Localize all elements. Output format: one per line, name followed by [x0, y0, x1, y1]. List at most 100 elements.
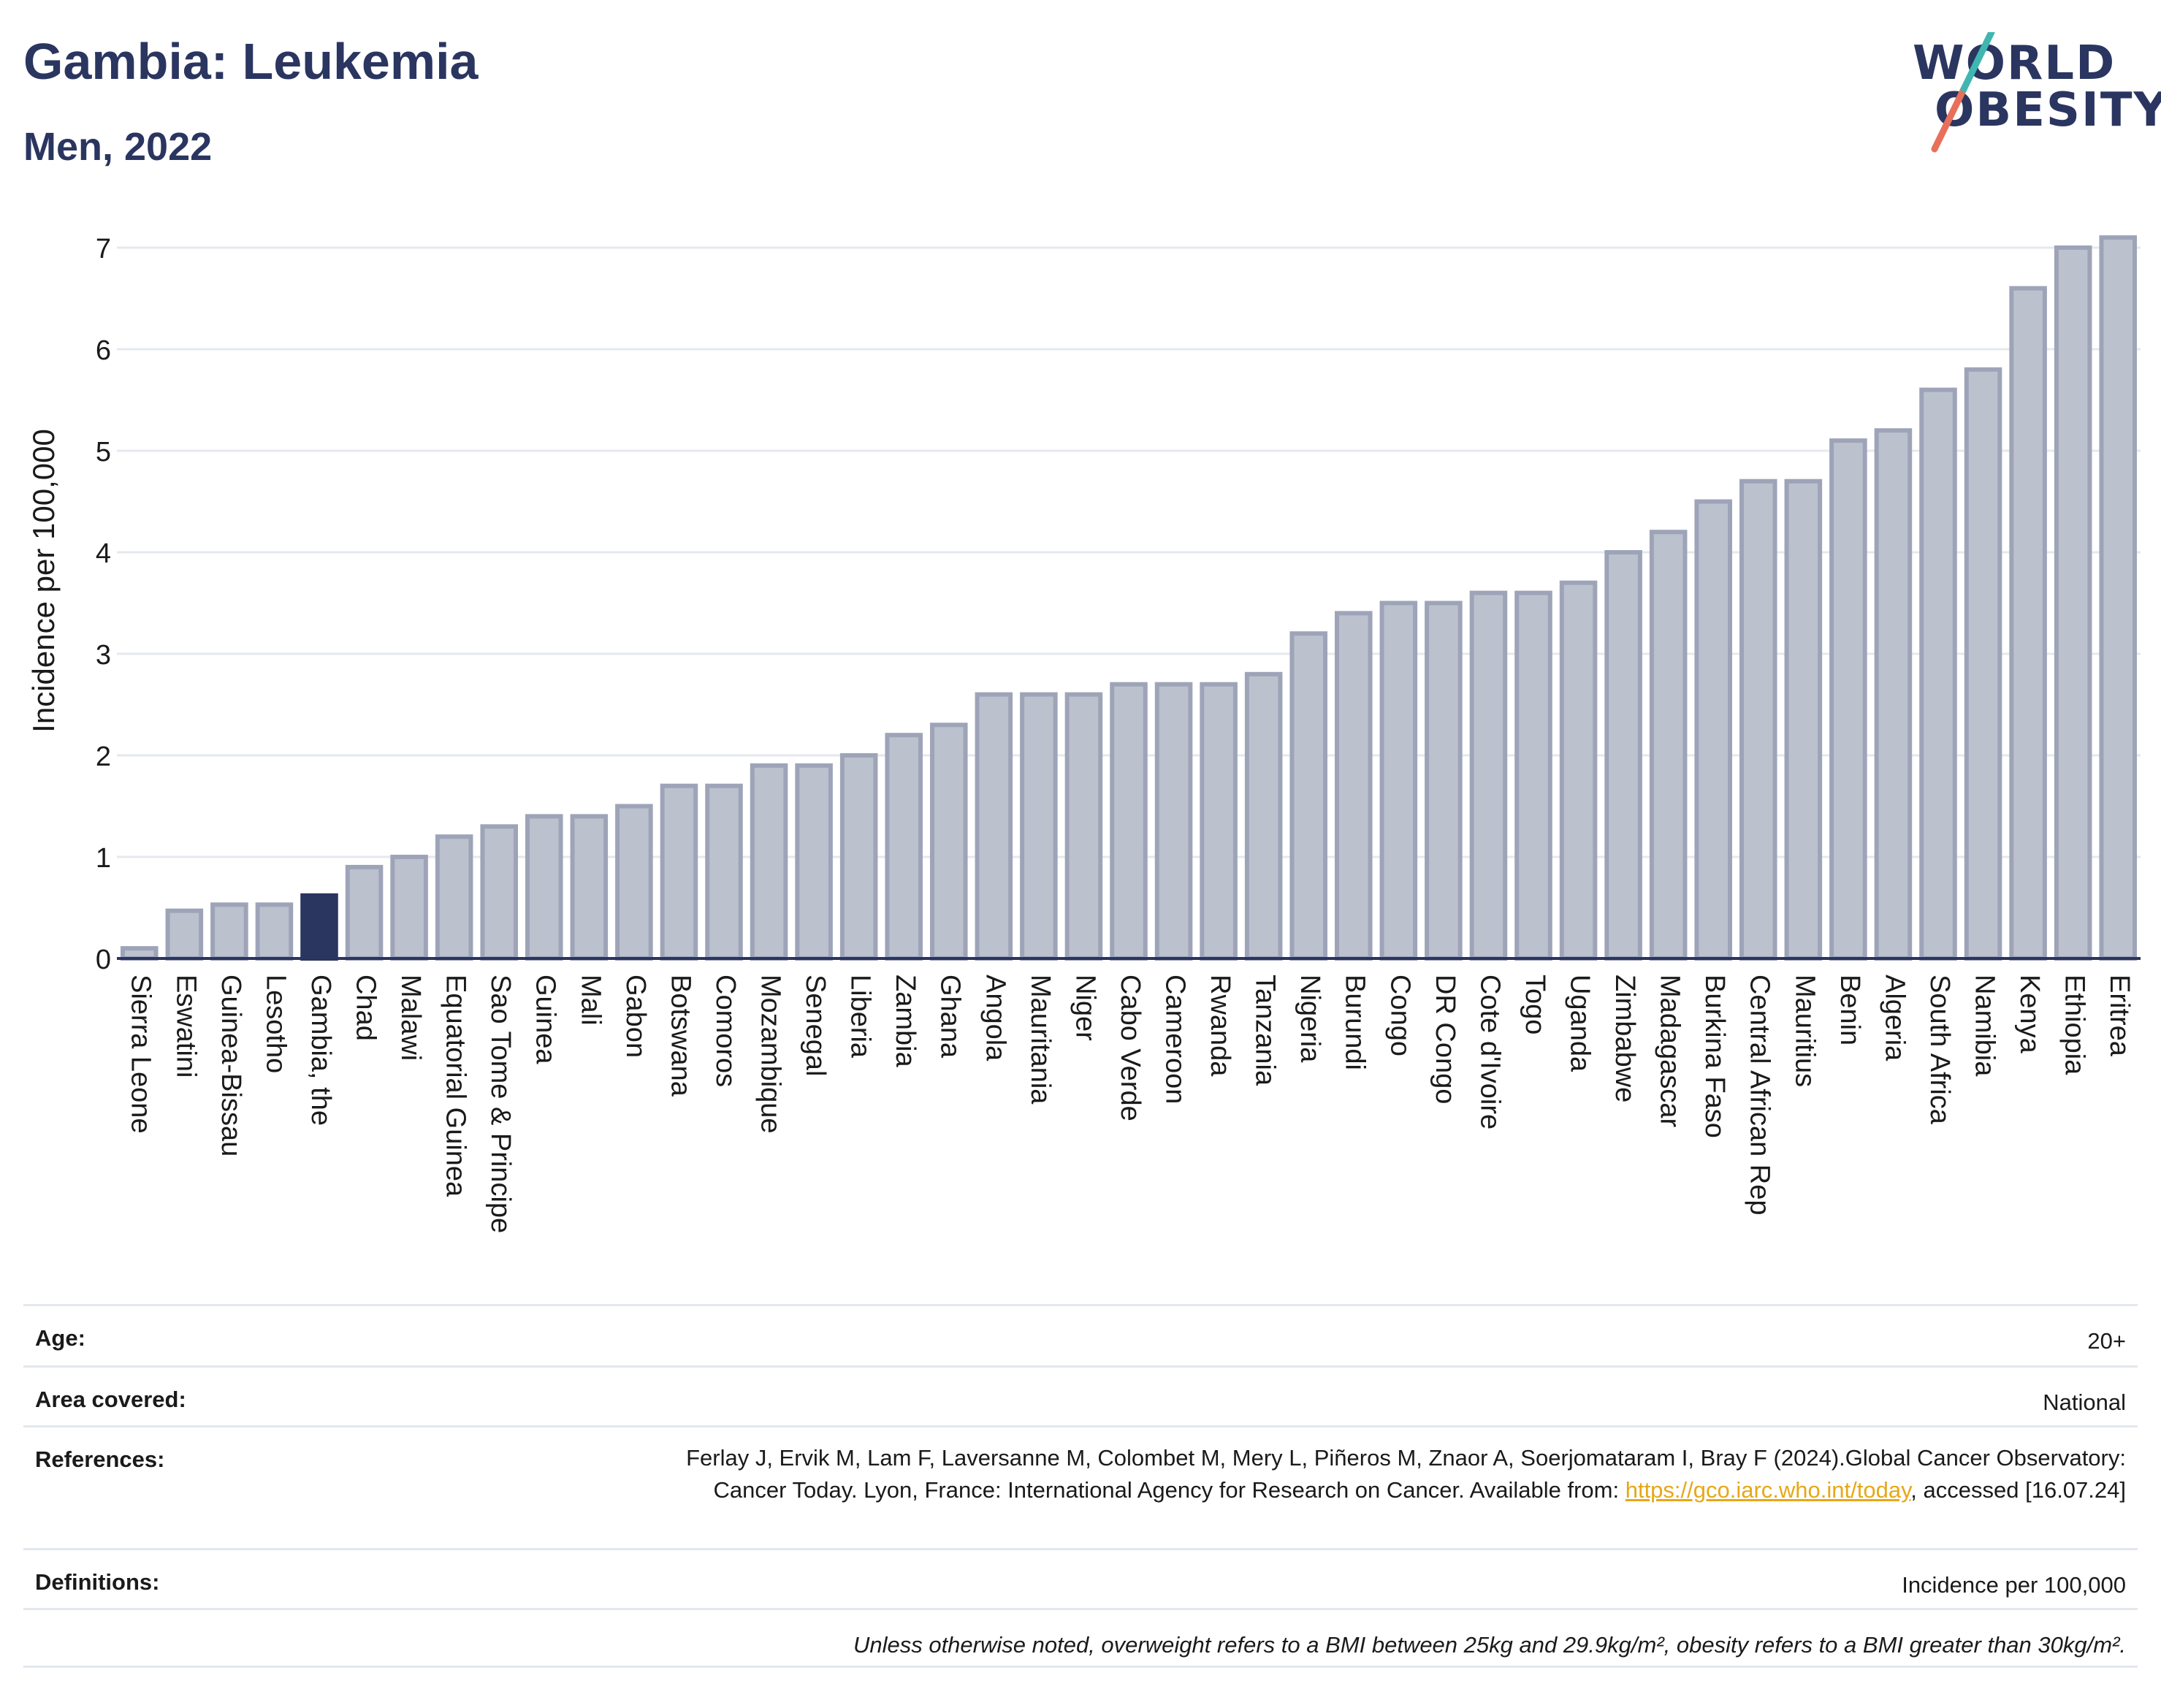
- bar: [1110, 682, 1148, 961]
- y-tick-label: 0: [96, 945, 111, 975]
- bar-chart: 0 1 2 3 4 5 6 7 Sierra Leone Eswatini Guinea-Bissa…: [96, 234, 2141, 1233]
- y-tick-label: 2: [96, 741, 111, 772]
- bar: [345, 864, 384, 961]
- x-tick-label: Zimbabwe: [1609, 975, 1640, 1102]
- x-tick-label: Cameroon: [1160, 975, 1191, 1104]
- bar: [1020, 692, 1058, 961]
- info-row-definitions: Definitions: Incidence per 100,000: [23, 1548, 2138, 1608]
- bar: [2099, 235, 2137, 961]
- bar: [1425, 601, 1463, 961]
- bar: [390, 855, 428, 961]
- x-tick-label: Botswana: [665, 975, 695, 1097]
- x-tick-label: DR Congo: [1430, 975, 1460, 1104]
- x-tick-label: Liberia: [845, 975, 876, 1059]
- x-tick-label: Guinea: [530, 975, 561, 1064]
- bar: [885, 733, 923, 961]
- y-axis-label: Incidence per 100,000: [26, 429, 61, 733]
- x-tick-label: Central African Rep: [1745, 975, 1775, 1216]
- x-tick-label: Guinea-Bissau: [216, 975, 246, 1156]
- x-tick-label: Madagascar: [1655, 975, 1685, 1127]
- bar: [121, 946, 159, 961]
- bar: [1964, 367, 2002, 961]
- bar: [2054, 245, 2092, 961]
- x-tick-label: Benin: [1834, 975, 1865, 1045]
- x-tick-label: Rwanda: [1205, 975, 1235, 1077]
- bar: [255, 902, 294, 961]
- bar: [1829, 438, 1867, 961]
- bar: [795, 763, 833, 961]
- info-row-references: References: Ferlay J, Ervik M, Lam F, La…: [23, 1425, 2138, 1548]
- bar: [1379, 601, 1418, 961]
- y-tick-label: 5: [96, 437, 111, 468]
- page-title: Gambia: Leukemia: [23, 33, 479, 90]
- x-tick-label: Malawi: [395, 975, 426, 1061]
- x-tick-label: Gabon: [620, 975, 651, 1058]
- x-tick-label: Togo: [1520, 975, 1550, 1034]
- bar: [1694, 499, 1732, 961]
- y-tick-label: 4: [96, 538, 111, 569]
- x-tick-label: Angola: [980, 975, 1010, 1061]
- bar: [1154, 682, 1193, 961]
- bar: [660, 783, 698, 961]
- bar: [210, 902, 248, 961]
- x-tick-label: South Africa: [1924, 975, 1955, 1125]
- bar: [480, 824, 518, 961]
- info-table: Age: 20+ Area covered: National Referenc…: [23, 1304, 2138, 1668]
- x-tick-label: Chad: [351, 975, 381, 1041]
- bar: [1739, 479, 1777, 961]
- reference-link[interactable]: https://gco.iarc.who.int/today: [1625, 1477, 1911, 1503]
- bar: [1289, 631, 1327, 961]
- bar: [1335, 611, 1373, 961]
- bar: [2009, 286, 2047, 961]
- bar: [750, 763, 788, 961]
- info-row-area: Area covered: National: [23, 1365, 2138, 1425]
- x-tick-label: Eswatini: [170, 975, 201, 1078]
- bar: [1064, 692, 1103, 961]
- bar: [1919, 387, 1957, 961]
- bar: [435, 834, 473, 961]
- x-tick-label: Mauritania: [1025, 975, 1056, 1105]
- bar: [975, 692, 1013, 961]
- bar: [839, 753, 878, 961]
- x-tick-label: Tanzania: [1250, 975, 1281, 1086]
- bar: [615, 804, 653, 961]
- bar: [1874, 428, 1913, 961]
- logo-slash-icon: [1931, 32, 1995, 153]
- x-tick-label: Niger: [1070, 975, 1100, 1041]
- x-tick-label: Mali: [575, 975, 606, 1026]
- x-tick-label: Senegal: [800, 975, 831, 1076]
- bar: [1559, 580, 1598, 961]
- x-tick-label: Equatorial Guinea: [441, 975, 471, 1197]
- bar: [525, 814, 563, 961]
- world-obesity-logo: WORLD OBESITY: [1899, 32, 2161, 156]
- x-tick-label: Ethiopia: [2059, 975, 2090, 1075]
- y-tick-label: 7: [96, 234, 111, 264]
- bar: [1200, 682, 1238, 961]
- x-tick-label: Burkina Faso: [1699, 975, 1730, 1138]
- bar: [1604, 550, 1642, 961]
- y-tick-label: 6: [96, 335, 111, 366]
- bar: [1244, 671, 1283, 961]
- x-tick-label: Uganda: [1565, 975, 1596, 1072]
- x-tick-label: Sierra Leone: [126, 975, 156, 1134]
- x-tick-label: Congo: [1384, 975, 1415, 1056]
- bar: [165, 908, 204, 961]
- bar: [1469, 590, 1508, 961]
- x-tick-label: Cote d'Ivoire: [1474, 975, 1505, 1129]
- x-tick-label: Sao Tome & Principe: [485, 975, 516, 1233]
- bar: [570, 814, 609, 961]
- page-subtitle: Men, 2022: [23, 125, 213, 169]
- bar: [1649, 530, 1688, 961]
- y-tick-label: 1: [96, 843, 111, 874]
- y-tick-label: 3: [96, 640, 111, 671]
- x-tick-label: Lesotho: [260, 975, 291, 1073]
- x-tick-label: Algeria: [1879, 975, 1910, 1061]
- x-tick-label: Nigeria: [1295, 975, 1325, 1063]
- x-tick-label: Mozambique: [755, 975, 786, 1134]
- x-tick-label: Gambia, the: [305, 975, 336, 1126]
- bar: [300, 893, 338, 961]
- info-row-age: Age: 20+: [23, 1304, 2138, 1365]
- bar: [1514, 590, 1552, 961]
- x-tick-label: Burundi: [1340, 975, 1371, 1070]
- x-tick-label: Eritrea: [2104, 975, 2135, 1057]
